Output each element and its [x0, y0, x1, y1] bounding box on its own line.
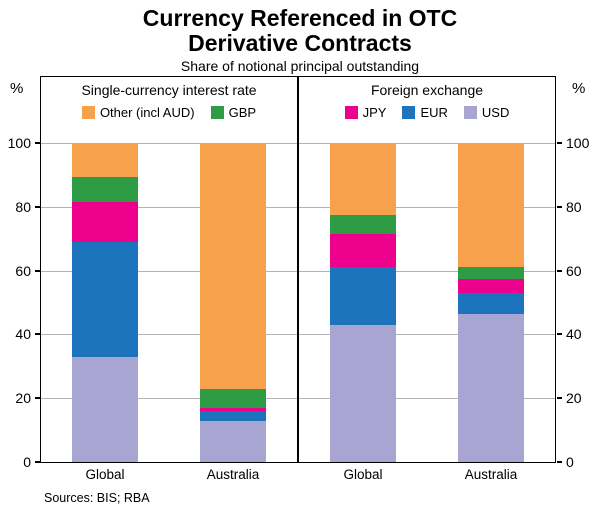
y-axis-tick-label: 40	[15, 326, 31, 343]
y-axis-tick-mark	[557, 333, 562, 336]
y-axis-left: 0 20 40 60 80 100	[0, 77, 40, 470]
sources-note: Sources: BIS; RBA	[44, 491, 150, 505]
segment-jpy	[458, 278, 524, 293]
chart-title-line1: Currency Referenced in OTC	[142, 5, 458, 31]
y-axis-tick-label: 20	[15, 390, 31, 407]
y-axis-unit-right: %	[572, 80, 586, 97]
y-axis-tick-label: 0	[566, 454, 574, 470]
chart-title-line2: Derivative Contracts	[188, 30, 412, 56]
panel-title: Foreign exchange	[370, 82, 484, 98]
segment-gbp	[72, 176, 138, 203]
legend-item-other-incl-aud-: Other (incl AUD)	[81, 105, 195, 120]
segment-usd	[200, 420, 266, 462]
legend-label: Other (incl AUD)	[99, 105, 195, 120]
y-axis-tick-mark	[35, 205, 40, 208]
y-axis-tick-mark	[557, 461, 562, 463]
x-label-group: Global Australia	[41, 467, 297, 482]
chart-subtitle: Share of notional principal outstanding	[180, 58, 420, 74]
segment-usd	[72, 356, 138, 462]
segment-usd	[458, 313, 524, 462]
segment-jpy	[72, 202, 138, 242]
x-axis-label-global: Global	[85, 467, 125, 482]
y-axis-tick-label: 60	[15, 262, 31, 279]
legend-label: JPY	[362, 105, 387, 120]
panel-interest-rate: Single-currency interest rate Other (incl…	[41, 77, 297, 462]
segment-eur	[458, 292, 524, 314]
y-axis-tick-label: 20	[566, 390, 582, 407]
bar-global	[72, 143, 138, 462]
bar-global	[330, 143, 396, 462]
plot-area: Single-currency interest rate Other (incl…	[40, 76, 556, 463]
y-axis-tick-label: 0	[23, 454, 31, 470]
y-axis-tick-mark	[557, 397, 562, 400]
bar-australia	[200, 143, 266, 462]
segment-eur	[72, 241, 138, 357]
y-axis-unit-left: %	[10, 80, 24, 97]
segment-jpy	[200, 407, 266, 411]
segment-usd	[330, 324, 396, 462]
legend-swatch-other-incl-aud-	[81, 106, 95, 119]
legend: Other (incl AUD) GBP	[41, 105, 297, 120]
bars-container	[41, 143, 297, 462]
panel-divider	[297, 77, 299, 462]
legend-item-eur: EUR	[402, 105, 448, 120]
segment-eur	[330, 267, 396, 325]
y-axis-tick-mark	[35, 269, 40, 272]
segment-gbp	[330, 214, 396, 234]
panel-foreign-exchange: Foreign exchange JPY EUR USD	[299, 77, 555, 462]
y-axis-tick-mark	[35, 397, 40, 400]
legend-label: USD	[481, 105, 510, 120]
x-axis-label-australia: Australia	[206, 467, 260, 482]
segment-other-incl-aud-	[330, 143, 396, 215]
legend-swatch-eur	[402, 106, 416, 119]
legend-swatch-jpy	[344, 106, 358, 119]
bar-australia	[458, 143, 524, 462]
segment-gbp	[200, 388, 266, 408]
segment-gbp	[458, 267, 524, 279]
y-axis-tick-label: 80	[566, 198, 582, 215]
legend: JPY EUR USD	[299, 105, 555, 120]
x-axis-label-australia: Australia	[464, 467, 518, 482]
panel-title: Single-currency interest rate	[81, 82, 257, 98]
legend-item-usd: USD	[463, 105, 510, 120]
segment-other-incl-aud-	[72, 143, 138, 177]
legend-label: GBP	[228, 105, 257, 120]
segment-other-incl-aud-	[458, 143, 524, 268]
legend-swatch-gbp	[210, 106, 224, 119]
y-axis-tick-mark	[35, 142, 40, 144]
page-title: Currency Referenced in OTC Derivative Co…	[0, 0, 600, 56]
y-axis-right: 0 20 40 60 80 100	[557, 77, 600, 470]
x-axis-labels: Global Australia Global Australia	[41, 467, 555, 482]
legend-swatch-usd	[463, 106, 477, 119]
legend-label: EUR	[420, 105, 448, 120]
segment-jpy	[330, 233, 396, 268]
segment-eur	[200, 410, 266, 421]
x-label-group: Global Australia	[299, 467, 555, 482]
y-axis-tick-mark	[35, 461, 40, 463]
y-axis-tick-mark	[35, 333, 40, 336]
y-axis-tick-label: 100	[566, 135, 590, 151]
y-axis-tick-label: 100	[7, 135, 31, 151]
y-axis-tick-label: 40	[566, 326, 582, 343]
y-axis-tick-mark	[557, 269, 562, 272]
bars-container	[299, 143, 555, 462]
legend-item-gbp: GBP	[210, 105, 257, 120]
y-axis-tick-mark	[557, 205, 562, 208]
y-axis-tick-mark	[557, 142, 562, 144]
x-axis-label-global: Global	[343, 467, 383, 482]
legend-item-jpy: JPY	[344, 105, 387, 120]
segment-other-incl-aud-	[200, 143, 266, 389]
y-axis-tick-label: 60	[566, 262, 582, 279]
y-axis-tick-label: 80	[15, 198, 31, 215]
